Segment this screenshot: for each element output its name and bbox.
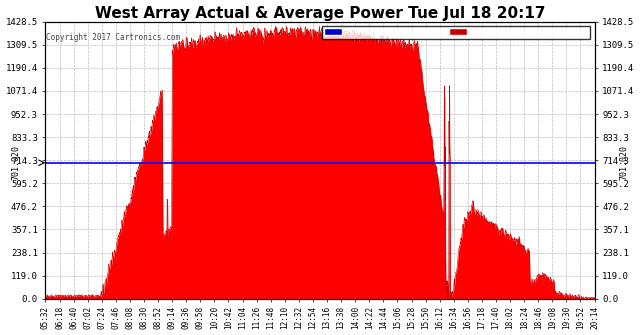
Title: West Array Actual & Average Power Tue Jul 18 20:17: West Array Actual & Average Power Tue Ju… — [95, 6, 545, 20]
Text: 701.020: 701.020 — [12, 145, 20, 180]
Legend: Average  (DC Watts), West Array  (DC Watts): Average (DC Watts), West Array (DC Watts… — [322, 26, 590, 39]
Text: Copyright 2017 Cartronics.com: Copyright 2017 Cartronics.com — [46, 33, 180, 42]
Text: 701.020: 701.020 — [620, 145, 628, 180]
